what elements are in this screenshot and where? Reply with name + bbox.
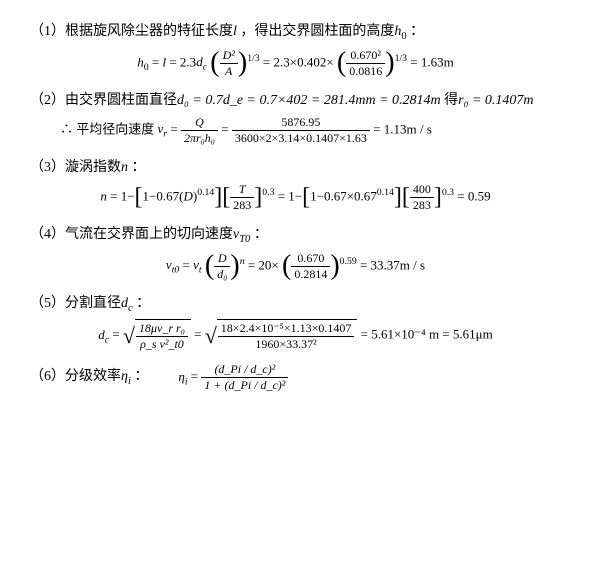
f3-den2: 283 [410,198,434,213]
f5-num1: 18μv_r r₀ [136,321,188,337]
section-5: （5）分割直径dc ： dc = 18μv_r r₀ρ_s v²_t0 = 18… [30,292,561,353]
f4-num2: 0.670 [291,251,330,267]
formula-6: ηi = (d_Pi / d_c)²1 + (d_Pi / d_c)² [178,362,288,393]
formula-5: dc = 18μv_r r₀ρ_s v²_t0 = 18×2.4×10⁻⁵×1.… [30,319,561,352]
section-1-label: （1）根据旋风除尘器的特征长度l ，得出交界圆柱面的高度h0 ： [30,20,561,42]
s4-text: （4）气流在交界面上的切向速度 [30,227,233,242]
rparen-icon: ) [238,52,247,74]
f4-num: D [214,251,230,267]
f1-num: D² [223,48,235,62]
f3-in2: 1−0.67×0.67 [310,188,377,203]
formula-3: n = 1−[1−0.67(D)0.14][T283]0.3 = 1−[1−0.… [30,182,561,213]
f1-result: = 1.63m [410,54,453,69]
f3-exp3: 0.14 [377,187,394,198]
s3-colon: ： [128,160,146,175]
section-3-label: （3）漩涡指数n ： [30,156,561,176]
section-5-label: （5）分割直径dc ： [30,292,561,314]
lparen-icon: ( [210,52,219,74]
f5-num2: 18×2.4×10⁻⁵×1.13×0.1407 [218,321,355,337]
f2-eq: = [221,121,232,136]
s5-text: （5）分割直径 [30,296,121,311]
section-3: （3）漩涡指数n ： n = 1−[1−0.67(D)0.14][T283]0.… [30,156,561,213]
s6-var: η [121,369,128,384]
f2-den2: 3600×2×3.14×0.1407×1.63 [232,131,370,146]
f4-expn: n [240,256,245,267]
f5-res2: 5.61μm [453,327,493,342]
f2-lead: ∴ 平均径向速度 [60,121,154,136]
f3-den: 283 [230,198,254,213]
s4-colon: ： [250,227,268,242]
f3-result: = 0.59 [457,188,490,203]
f4-eq: = 20× [248,257,279,272]
f5-den2: 1960×33.37² [218,337,355,352]
s6-colon: ： [131,369,149,384]
f4-den: d₀ [214,267,230,282]
section-4-label: （4）气流在交界面上的切向速度vT0 ： [30,223,561,245]
f6-num: (d_Pi / d_c)² [201,362,288,378]
f2-den1: 2πr₀h₀ [181,131,218,146]
f1-num2: 0.670² [346,48,385,64]
f1-den2: 0.0816 [346,64,385,79]
section-2-label: （2）由交界圆柱面直径d₀ = 0.7d_e = 0.7×402 = 281.4… [30,89,561,109]
s1-text-b: ，得出交界圆柱面的高度 [237,24,395,39]
f2-num2: 5876.95 [232,115,370,131]
section-1: （1）根据旋风除尘器的特征长度l ，得出交界圆柱面的高度h0 ： h0 = l … [30,20,561,79]
s2-mid: 得 [441,93,459,108]
s2-text: （2）由交界圆柱面直径 [30,93,177,108]
f1-exp: 1/3 [247,53,259,64]
section-4: （4）气流在交界面上的切向速度vT0 ： vt0 = vt (Dd₀)n = 2… [30,223,561,282]
s2-var-b: r₀ = 0.1407m [458,93,533,108]
s2-var-a: d₀ = 0.7d_e = 0.7×402 = 281.4mm = 0.2814… [177,93,441,108]
s5-colon: ： [133,296,151,311]
s3-var: n [121,160,128,175]
f4-exp2: 0.59 [340,256,357,267]
formula-1: h0 = l = 2.3dc (D²A)1/3 = 2.3×0.402× (0.… [30,48,561,79]
f2-num1: Q [181,115,218,131]
f1-den: A [225,64,232,78]
f5-res1: = 5.61×10⁻⁴ m = [361,327,453,342]
f4-den2: 0.2814 [291,267,330,282]
section-6-label: （6）分级效率ηi ： [30,365,148,387]
f3-num2: 400 [410,182,434,198]
section-2: （2）由交界圆柱面直径d₀ = 0.7d_e = 0.7×402 = 281.4… [30,89,561,146]
f2-result: = 1.13m / s [373,121,432,136]
formula-2: ∴ 平均径向速度 vr = Q2πr₀h₀ = 5876.953600×2×3.… [60,115,561,146]
section-6: （6）分级效率ηi ： ηi = (d_Pi / d_c)²1 + (d_Pi … [30,362,561,393]
f3-num: T [230,182,254,198]
f3-exp4: 0.3 [442,187,454,198]
f3-exp1: 0.14 [197,187,214,198]
sqrt-icon-2: 18×2.4×10⁻⁵×1.13×0.14071960×33.37² [205,319,358,352]
f6-den: 1 + (d_Pi / d_c)² [201,378,288,393]
f1-eq: = 2.3×0.402× [263,54,334,69]
f4-result: = 33.37m / s [360,257,425,272]
s3-text: （3）漩涡指数 [30,160,121,175]
f5-eq: = [194,327,205,342]
s1-colon: ： [407,24,425,39]
s6-text: （6）分级效率 [30,369,121,384]
sqrt-icon: 18μv_r r₀ρ_s v²_t0 [123,319,191,352]
s1-text-a: （1）根据旋风除尘器的特征长度 [30,24,233,39]
s5-var: d [121,296,128,311]
f1-exp2: 1/3 [395,53,407,64]
f3-exp2: 0.3 [262,187,274,198]
f5-den1: ρ_s v²_t0 [136,337,188,352]
formula-4: vt0 = vt (Dd₀)n = 20× (0.6700.2814)0.59 … [30,251,561,282]
s4-sub: T0 [239,234,250,245]
